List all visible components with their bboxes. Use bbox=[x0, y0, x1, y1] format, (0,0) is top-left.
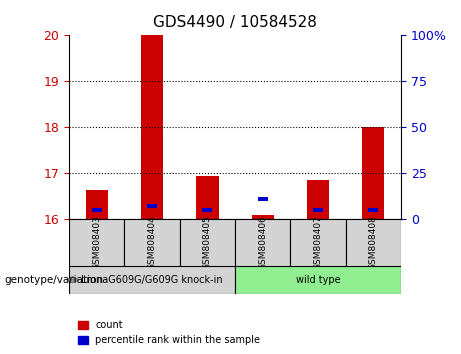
Text: GSM808403: GSM808403 bbox=[92, 215, 101, 270]
Bar bbox=[368, 209, 378, 212]
FancyBboxPatch shape bbox=[235, 266, 401, 294]
FancyBboxPatch shape bbox=[69, 266, 235, 294]
Text: GSM808406: GSM808406 bbox=[258, 215, 267, 270]
Text: GSM808404: GSM808404 bbox=[148, 215, 157, 270]
Bar bbox=[86, 190, 108, 219]
FancyBboxPatch shape bbox=[346, 219, 401, 266]
Text: GSM808405: GSM808405 bbox=[203, 215, 212, 270]
Text: genotype/variation: genotype/variation bbox=[5, 275, 104, 285]
Bar bbox=[202, 209, 213, 212]
FancyBboxPatch shape bbox=[69, 219, 124, 266]
Bar bbox=[313, 209, 323, 212]
Bar bbox=[258, 197, 268, 201]
Bar bbox=[252, 215, 274, 219]
Bar bbox=[147, 204, 157, 207]
Title: GDS4490 / 10584528: GDS4490 / 10584528 bbox=[153, 15, 317, 30]
Text: GSM808407: GSM808407 bbox=[313, 215, 323, 270]
Legend: count, percentile rank within the sample: count, percentile rank within the sample bbox=[74, 316, 264, 349]
FancyBboxPatch shape bbox=[290, 219, 346, 266]
FancyBboxPatch shape bbox=[235, 219, 290, 266]
Bar bbox=[307, 180, 329, 219]
Text: GSM808408: GSM808408 bbox=[369, 215, 378, 270]
FancyBboxPatch shape bbox=[180, 219, 235, 266]
FancyBboxPatch shape bbox=[124, 219, 180, 266]
Text: wild type: wild type bbox=[296, 275, 340, 285]
Bar bbox=[196, 176, 219, 219]
Text: LmnaG609G/G609G knock-in: LmnaG609G/G609G knock-in bbox=[81, 275, 223, 285]
Bar bbox=[362, 127, 384, 219]
Bar bbox=[141, 35, 163, 219]
Bar bbox=[92, 209, 102, 212]
